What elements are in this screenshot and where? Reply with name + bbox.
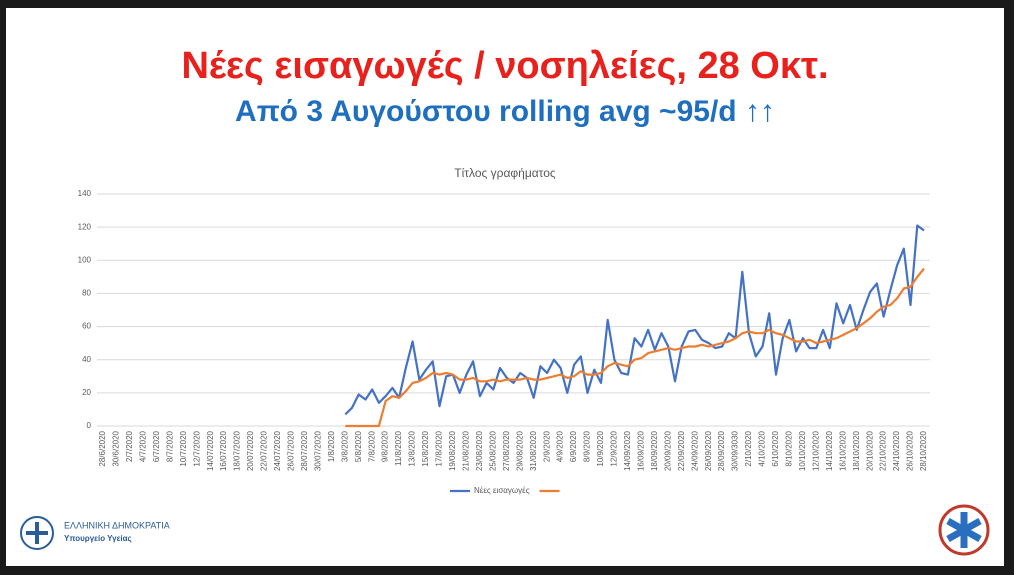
x-tick-label: 10/7/2020 xyxy=(179,430,188,466)
x-tick-label: 6/7/2020 xyxy=(152,430,161,462)
y-tick-label: 20 xyxy=(82,388,91,397)
x-tick-label: 19/08/2020 xyxy=(448,430,457,471)
y-tick-label: 120 xyxy=(78,222,92,231)
x-tick-label: 2/10/2020 xyxy=(744,430,753,466)
x-tick-label: 25/08/2020 xyxy=(488,430,497,471)
x-tick-label: 18/09/2020 xyxy=(650,430,659,471)
footer-ministry: Υπουργείο Υγείας xyxy=(64,534,132,543)
x-tick-label: 16/07/2020 xyxy=(219,430,228,471)
x-tick-label: 22/07/2020 xyxy=(260,430,269,471)
x-tick-label: 5/8/2020 xyxy=(354,430,363,462)
x-tick-label: 21/08/2020 xyxy=(462,430,471,471)
x-tick-label: 28/07/2020 xyxy=(300,430,309,471)
x-tick-label: 8/7/2020 xyxy=(165,430,174,462)
series-line xyxy=(345,267,925,428)
x-tick-label: 18/07/2020 xyxy=(233,430,242,471)
x-tick-label: 28/6/2020 xyxy=(98,430,107,466)
x-tick-label: 20/10/2020 xyxy=(865,430,874,471)
x-tick-label: 17/8/2020 xyxy=(435,430,444,466)
x-tick-label: 28/09/2020 xyxy=(717,430,726,471)
x-tick-label: 16/10/2020 xyxy=(838,430,847,471)
slide-title: Νέες εισαγωγές / νοσηλείες, 28 Οκτ. xyxy=(181,45,828,87)
x-tick-label: 14/07/2020 xyxy=(206,430,215,471)
x-tick-label: 16/09/2020 xyxy=(636,430,645,471)
x-tick-label: 14/10/2020 xyxy=(825,430,834,471)
x-tick-label: 11/8/2020 xyxy=(394,430,403,466)
x-tick-label: 20/09/2020 xyxy=(663,430,672,471)
x-tick-label: 20/07/2020 xyxy=(246,430,255,471)
x-tick-label: 12/9/2020 xyxy=(610,430,619,466)
logo-right xyxy=(938,504,990,556)
x-tick-label: 3/8/2020 xyxy=(340,430,349,462)
x-tick-label: 22/09/2020 xyxy=(677,430,686,471)
x-tick-label: 30/09/3030 xyxy=(731,430,740,471)
x-tick-label: 30/07/2020 xyxy=(313,430,322,471)
x-tick-label: 27/08/2020 xyxy=(502,430,511,471)
y-tick-label: 100 xyxy=(78,255,92,264)
x-tick-label: 29/08/2020 xyxy=(515,430,524,471)
x-tick-label: 26/07/2020 xyxy=(287,430,296,471)
x-tick-label: 18/10/2020 xyxy=(852,430,861,471)
x-tick-label: 10/9/2020 xyxy=(596,430,605,466)
y-tick-label: 40 xyxy=(82,355,91,364)
x-tick-label: 10/10/2020 xyxy=(798,430,807,471)
x-tick-label: 31/08/2020 xyxy=(529,430,538,471)
y-tick-label: 60 xyxy=(82,322,91,331)
x-tick-label: 24/09/2020 xyxy=(690,430,699,471)
y-tick-label: 0 xyxy=(87,421,92,430)
y-tick-label: 140 xyxy=(78,189,92,198)
x-tick-label: 9/8/2020 xyxy=(381,430,390,462)
x-tick-label: 7/8/2020 xyxy=(367,430,376,462)
x-tick-label: 22/10/2020 xyxy=(879,430,888,471)
footer-org: ΕΛΛΗΝΙΚΗ ΔΗΜΟΚΡΑΤΙΑ xyxy=(64,520,170,530)
x-tick-label: 12/10/2020 xyxy=(811,430,820,471)
legend-label: Νέες εισαγωγές xyxy=(474,486,530,495)
x-tick-label: 4/9/2020 xyxy=(556,430,565,462)
x-tick-label: 13/8/2020 xyxy=(408,430,417,466)
x-tick-label: 6/9/2020 xyxy=(569,430,578,462)
x-tick-label: 14/09/2020 xyxy=(623,430,632,471)
x-tick-label: 12/7/2020 xyxy=(192,430,201,466)
series-line xyxy=(344,224,925,416)
x-tick-label: 8/10/2020 xyxy=(785,430,794,466)
x-tick-label: 24/07/2020 xyxy=(273,430,282,471)
x-tick-label: 26/09/2020 xyxy=(704,430,713,471)
slide xyxy=(6,8,1004,566)
x-tick-label: 6/10/2020 xyxy=(771,430,780,466)
x-tick-label: 2/7/2020 xyxy=(125,430,134,462)
x-tick-label: 15/8/2020 xyxy=(421,430,430,466)
x-tick-label: 24/10/2020 xyxy=(892,430,901,471)
x-tick-label: 4/7/2020 xyxy=(138,430,147,462)
x-tick-label: 4/10/2020 xyxy=(758,430,767,466)
x-tick-label: 30/6/2020 xyxy=(112,430,121,466)
x-tick-label: 1/8/2020 xyxy=(327,430,336,462)
logo-left xyxy=(20,516,54,550)
slide-subtitle: Από 3 Αυγούστου rolling avg ~95/d ↑↑ xyxy=(235,95,775,128)
x-tick-label: 28/10/2020 xyxy=(919,430,928,471)
x-tick-label: 23/08/2020 xyxy=(475,430,484,471)
x-tick-label: 8/9/2020 xyxy=(583,430,592,462)
x-tick-label: 26/10/2020 xyxy=(906,430,915,471)
y-tick-label: 80 xyxy=(82,289,91,298)
x-tick-label: 2/9/2020 xyxy=(542,430,551,462)
chart-title: Τίτλος γραφήματος xyxy=(454,166,556,180)
